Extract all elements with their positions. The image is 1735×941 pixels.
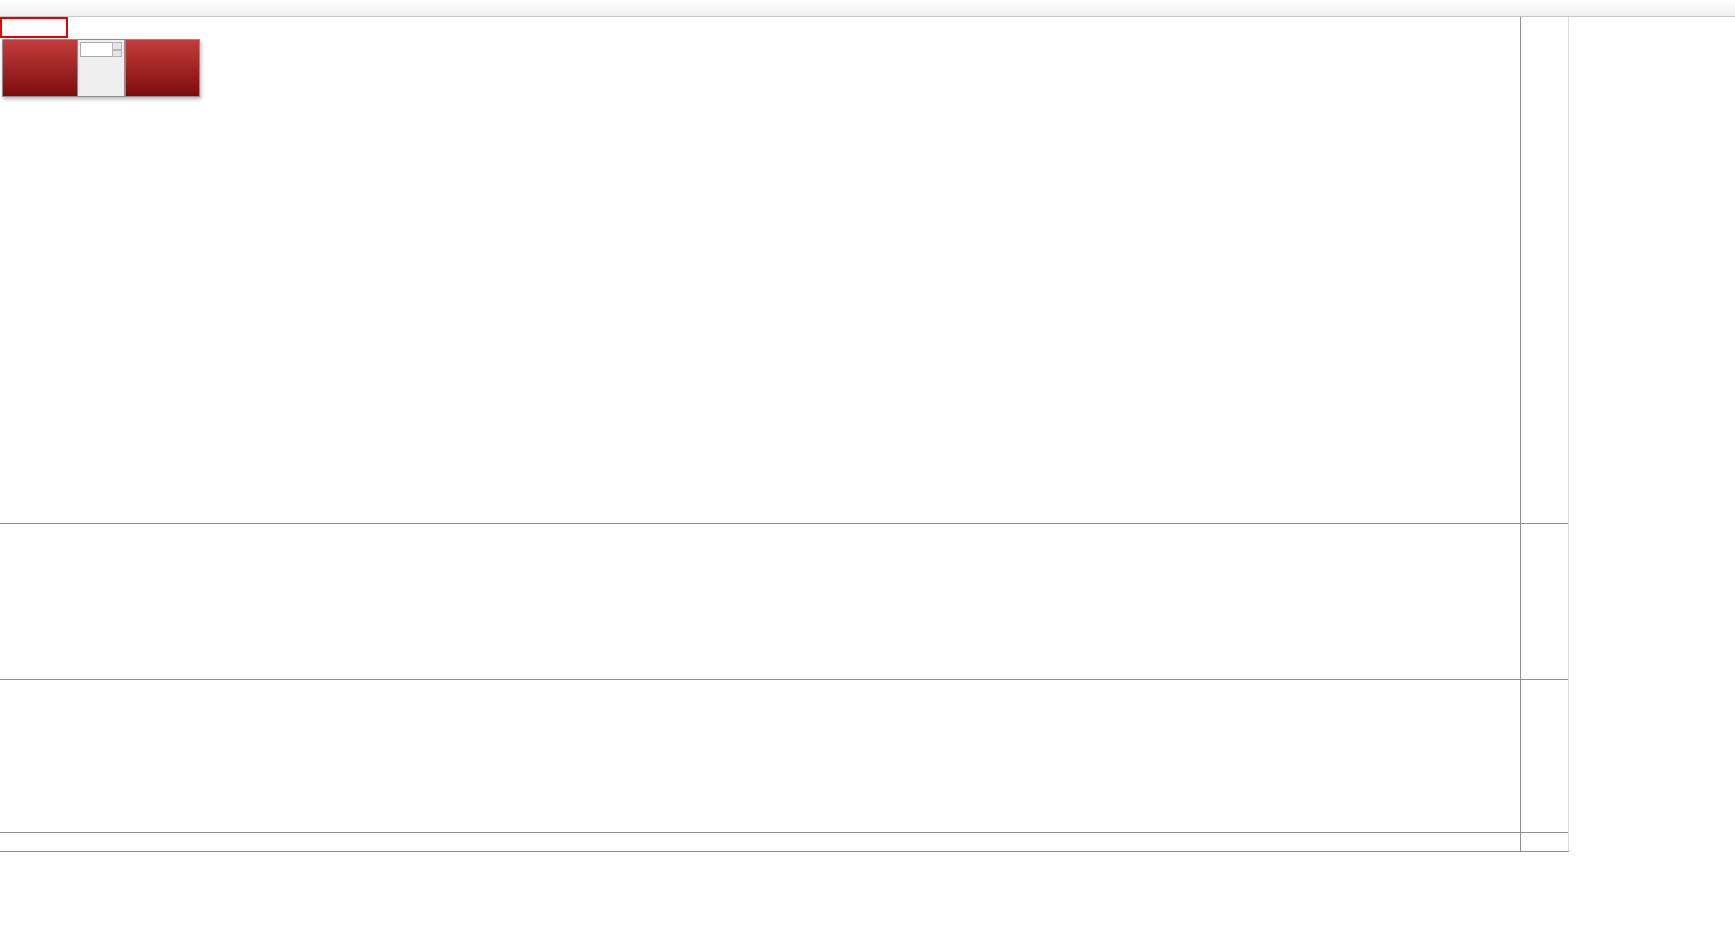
time-scale[interactable]	[0, 833, 1568, 851]
volume-input[interactable]	[79, 42, 114, 57]
macd-indicator-label	[3, 528, 12, 538]
panel-divider[interactable]	[0, 679, 1569, 680]
price-scale[interactable]	[1521, 17, 1568, 851]
volume-field	[76, 40, 125, 96]
chart-window[interactable]	[0, 17, 1735, 941]
rsi-indicator-label	[3, 684, 8, 694]
price-annotation-box[interactable]	[0, 17, 68, 38]
panel-divider[interactable]	[0, 832, 1569, 833]
volume-up-icon[interactable]	[111, 42, 122, 50]
price-scale-border	[1520, 17, 1521, 851]
sell-button[interactable]	[3, 40, 77, 96]
main-chart-canvas[interactable]	[0, 17, 1520, 523]
volume-spinner	[111, 42, 122, 57]
buy-button[interactable]	[124, 40, 199, 96]
macd-panel-canvas[interactable]	[0, 525, 1520, 679]
chart-right-border	[1568, 17, 1569, 851]
volume-down-icon[interactable]	[111, 49, 122, 57]
panel-divider[interactable]	[0, 523, 1569, 524]
one-click-trading-panel	[2, 39, 200, 97]
toolbar	[0, 0, 1735, 17]
chart-bottom-border	[0, 851, 1569, 852]
rsi-panel-canvas[interactable]	[0, 681, 1520, 831]
